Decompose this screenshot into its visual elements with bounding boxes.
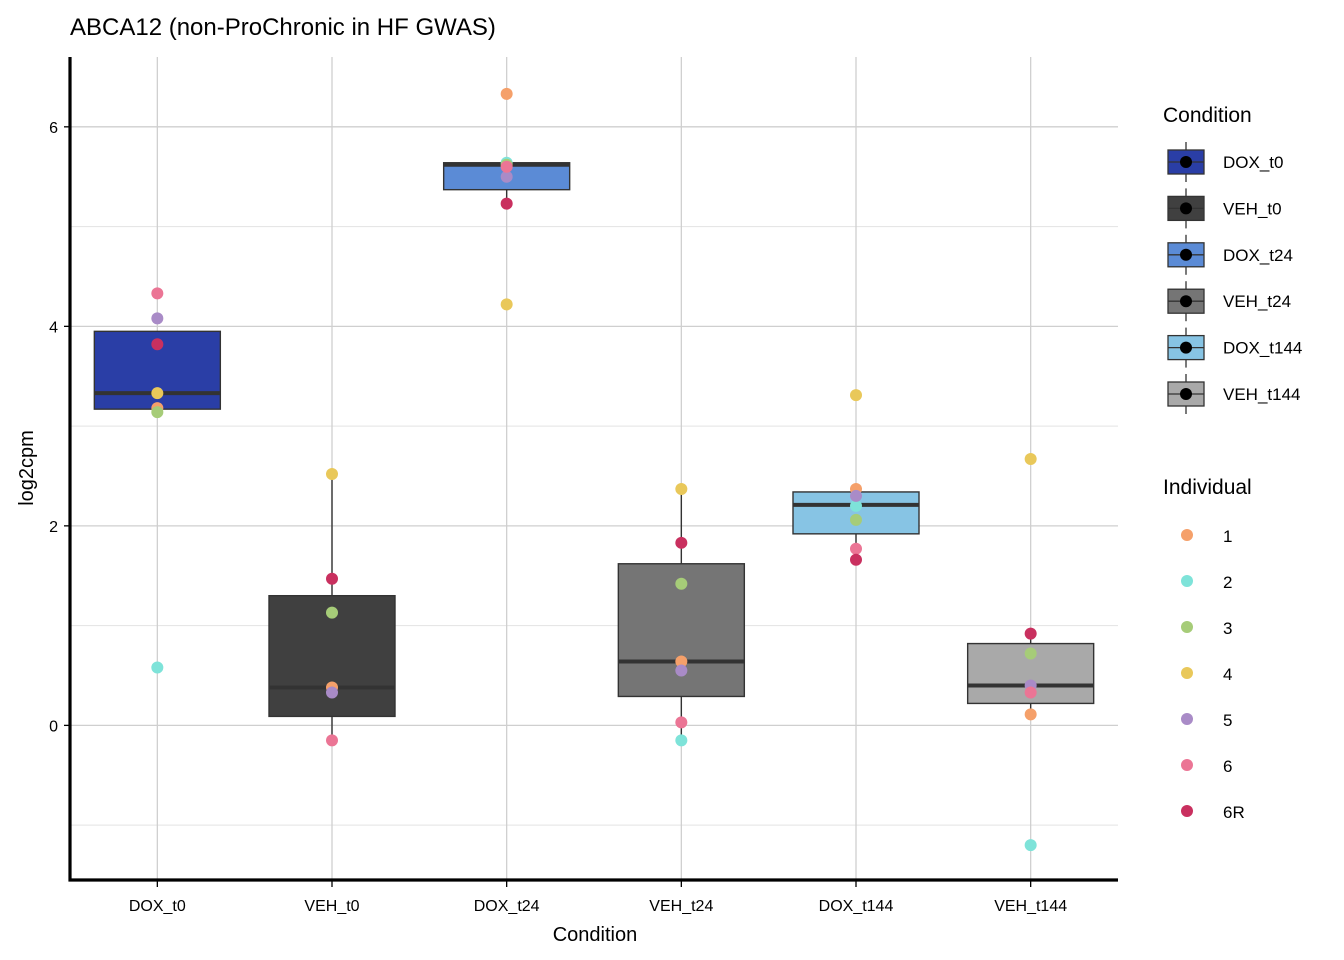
legend-individual-label: 6 bbox=[1223, 757, 1232, 776]
legend-dot bbox=[1180, 248, 1192, 261]
point-VEH_t144-2 bbox=[1024, 839, 1037, 852]
point-DOX_t144-5 bbox=[850, 489, 862, 502]
point-VEH_t144-3 bbox=[1024, 647, 1037, 660]
point-VEH_t144-1 bbox=[1024, 708, 1037, 721]
legend-individual-label: 1 bbox=[1223, 527, 1232, 546]
legend-condition-label: DOX_t0 bbox=[1223, 153, 1283, 172]
legend-individual-item: 6R bbox=[1181, 803, 1245, 822]
grid bbox=[70, 57, 1118, 880]
point-VEH_t0-4 bbox=[326, 467, 338, 480]
x-tick-label: VEH_t24 bbox=[649, 898, 713, 915]
legend-individual-label: 3 bbox=[1223, 619, 1232, 638]
point-VEH_t24-2 bbox=[675, 734, 688, 747]
y-tick-label: 2 bbox=[49, 519, 58, 536]
point-DOX_t0-6R bbox=[151, 338, 164, 351]
chart-title: ABCA12 (non-ProChronic in HF GWAS) bbox=[70, 14, 496, 41]
point-VEH_t24-6R bbox=[675, 536, 688, 549]
y-axis-title: log2cpm bbox=[16, 430, 38, 506]
axes: 0 2 4 6 DOX_t0 VEH_t0 DOX_t24 VEH_t24 DOX_t144 VE… bbox=[49, 57, 1118, 915]
legend-dot bbox=[1180, 388, 1192, 400]
point-DOX_t144-6 bbox=[850, 542, 862, 555]
point-VEH_t24-5 bbox=[675, 664, 688, 677]
legend-individual-dot bbox=[1181, 575, 1193, 587]
point-DOX_t0-6 bbox=[151, 287, 164, 300]
legend-dot bbox=[1180, 341, 1192, 354]
y-tick-label: 6 bbox=[49, 120, 58, 137]
x-tick-label: VEH_t144 bbox=[994, 898, 1067, 915]
point-DOX_t0-2 bbox=[151, 661, 164, 674]
legend-individual-label: 5 bbox=[1223, 711, 1232, 730]
legend-condition-item: VEH_t144 bbox=[1167, 374, 1301, 414]
point-DOX_t24-6 bbox=[500, 160, 513, 173]
legend-condition-title: Condition bbox=[1163, 104, 1252, 127]
legend-individual-label: 4 bbox=[1223, 665, 1232, 684]
legend-condition: Condition DOX_t0 VEH_t0 DOX_t24 VEH_t24 DOX_… bbox=[1163, 104, 1302, 414]
point-VEH_t0-5 bbox=[326, 686, 338, 699]
legend-condition-label: VEH_t144 bbox=[1223, 385, 1301, 404]
point-VEH_t24-4 bbox=[675, 482, 688, 495]
legend-condition-item: DOX_t24 bbox=[1167, 234, 1293, 275]
point-DOX_t24-1 bbox=[500, 87, 513, 100]
legend-condition-label: VEH_t0 bbox=[1223, 199, 1282, 218]
legend-individual: Individual 1 2 3 4 5 6 6R bbox=[1163, 476, 1252, 822]
point-VEH_t0-3 bbox=[326, 606, 338, 619]
y-tick-label: 4 bbox=[49, 319, 58, 336]
point-DOX_t24-5 bbox=[500, 170, 513, 183]
point-VEH_t144-6 bbox=[1024, 686, 1037, 699]
legend-dot bbox=[1180, 295, 1192, 308]
legend-condition-item: VEH_t0 bbox=[1167, 188, 1282, 229]
legend-condition-item: DOX_t0 bbox=[1167, 142, 1283, 182]
legend-dot bbox=[1180, 202, 1192, 215]
x-tick-label: DOX_t24 bbox=[474, 898, 540, 915]
points bbox=[151, 87, 1037, 852]
boxes bbox=[93, 162, 1095, 741]
point-DOX_t0-5 bbox=[151, 312, 164, 325]
point-VEH_t0-6R bbox=[326, 572, 338, 585]
x-tick-label: DOX_t144 bbox=[819, 898, 894, 915]
x-tick-label: DOX_t0 bbox=[129, 898, 186, 915]
point-DOX_t0-3 bbox=[151, 406, 164, 419]
legend-individual-item: 2 bbox=[1181, 573, 1232, 592]
legend-condition-label: VEH_t24 bbox=[1223, 292, 1291, 311]
legend-condition-item: DOX_t144 bbox=[1167, 327, 1302, 368]
point-VEH_t24-3 bbox=[675, 577, 688, 590]
point-DOX_t144-2 bbox=[850, 499, 862, 512]
point-DOX_t144-3 bbox=[850, 513, 862, 526]
point-VEH_t0-6 bbox=[326, 734, 338, 747]
legend-condition-item: VEH_t24 bbox=[1167, 281, 1291, 322]
x-tick-label: VEH_t0 bbox=[304, 898, 359, 915]
point-VEH_t144-4 bbox=[1024, 453, 1037, 466]
legend-condition-label: DOX_t24 bbox=[1223, 246, 1293, 265]
legend-individual-dot bbox=[1181, 529, 1193, 541]
x-axis-title: Condition bbox=[553, 924, 638, 946]
legend-dot bbox=[1180, 156, 1192, 168]
legend-individual-dot bbox=[1181, 805, 1193, 817]
point-DOX_t24-4 bbox=[500, 298, 513, 311]
point-DOX_t0-4 bbox=[151, 387, 164, 400]
y-tick-label: 0 bbox=[49, 718, 58, 735]
point-DOX_t144-6R bbox=[850, 553, 862, 566]
legend-individual-item: 4 bbox=[1181, 665, 1232, 684]
legend-individual-item: 6 bbox=[1181, 757, 1232, 776]
legend-condition-label: DOX_t144 bbox=[1223, 339, 1302, 358]
legend-individual-label: 2 bbox=[1223, 573, 1232, 592]
legend-individual-dot bbox=[1181, 621, 1193, 633]
legend-individual-item: 1 bbox=[1181, 527, 1232, 546]
point-DOX_t24-6R bbox=[500, 197, 513, 210]
legend-individual-item: 3 bbox=[1181, 619, 1232, 638]
point-VEH_t24-6 bbox=[675, 716, 688, 729]
legend-individual-item: 5 bbox=[1181, 711, 1232, 730]
point-VEH_t24-1 bbox=[675, 655, 688, 668]
legend-individual-dot bbox=[1181, 713, 1193, 725]
legend-individual-dot bbox=[1181, 667, 1193, 679]
point-VEH_t144-6R bbox=[1024, 627, 1037, 640]
legend-individual-dot bbox=[1181, 759, 1193, 771]
point-DOX_t144-4 bbox=[850, 389, 862, 402]
legend-individual-label: 6R bbox=[1223, 803, 1245, 822]
legend-individual-title: Individual bbox=[1163, 476, 1252, 499]
